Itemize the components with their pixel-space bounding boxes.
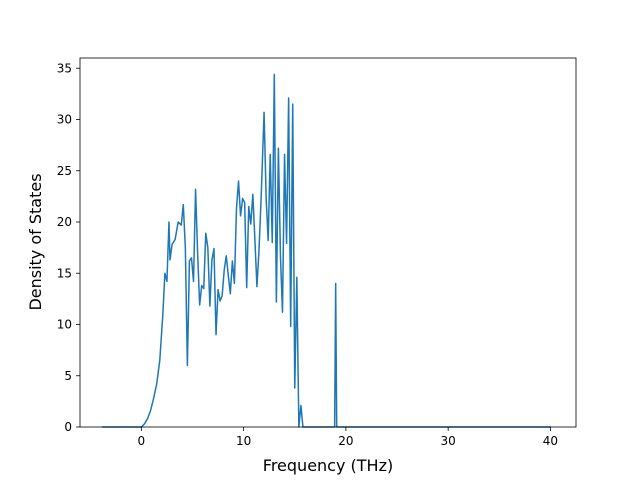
plot-layer [101, 73, 552, 428]
dos-series-line-0 [101, 73, 552, 428]
x-tick-label-0: 0 [138, 434, 146, 448]
x-tick-label-10: 10 [236, 434, 251, 448]
plot-frame [79, 57, 577, 428]
y-tick-label-35: 35 [57, 61, 72, 75]
x-tick-label-40: 40 [543, 434, 558, 448]
x-tick-label-20: 20 [338, 434, 353, 448]
y-tick-label-30: 30 [57, 113, 72, 127]
x-tick-label-30: 30 [441, 434, 456, 448]
y-tick-label-5: 5 [64, 369, 72, 383]
axes-layer: 0 10 20 30 40 0 5 10 15 20 25 30 35 [57, 57, 577, 448]
y-tick-label-15: 15 [57, 266, 72, 280]
y-tick-label-25: 25 [57, 164, 72, 178]
y-axis-label: Density of States [26, 173, 45, 310]
y-tick-label-20: 20 [57, 215, 72, 229]
y-tick-label-10: 10 [57, 318, 72, 332]
x-axis-label: Frequency (THz) [263, 456, 393, 475]
y-tick-label-0: 0 [64, 420, 72, 434]
